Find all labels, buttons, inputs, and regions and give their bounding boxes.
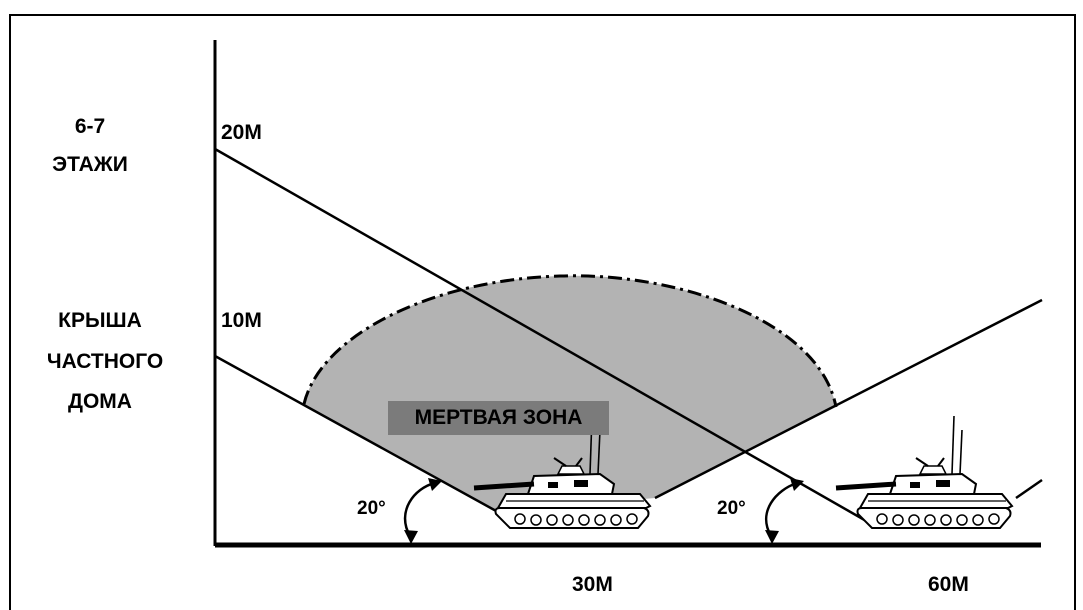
roof-label-line1: КРЫША <box>58 309 142 332</box>
roof-label-line2: ЧАСТНОГО <box>46 350 164 373</box>
sight-line-20m <box>214 147 869 524</box>
far-short-line <box>1015 478 1043 500</box>
distance-30m-label: 30М <box>572 573 613 596</box>
angle-label-second: 20° <box>717 498 746 519</box>
curved-double-arrow-icon <box>403 478 442 544</box>
dead-zone-area <box>304 275 836 512</box>
height-10m-label: 10М <box>221 309 262 332</box>
distance-60m-label: 60М <box>928 573 969 596</box>
dead-zone-label: МЕРТВАЯ ЗОНА <box>388 401 609 435</box>
far-rising-line <box>654 298 1043 500</box>
diagram-frame <box>9 14 1076 610</box>
angle-label-first: 20° <box>357 498 386 519</box>
sight-line-10m <box>214 354 499 514</box>
height-20m-label: 20М <box>221 121 262 144</box>
floors-word-label: ЭТАЖИ <box>52 153 128 176</box>
floors-number-label: 6-7 <box>74 115 106 138</box>
dead-zone-boundary <box>302 274 838 408</box>
curved-double-arrow-icon <box>764 478 804 544</box>
tank-icon <box>836 416 1012 528</box>
roof-label-line3: ДОМА <box>68 390 132 413</box>
